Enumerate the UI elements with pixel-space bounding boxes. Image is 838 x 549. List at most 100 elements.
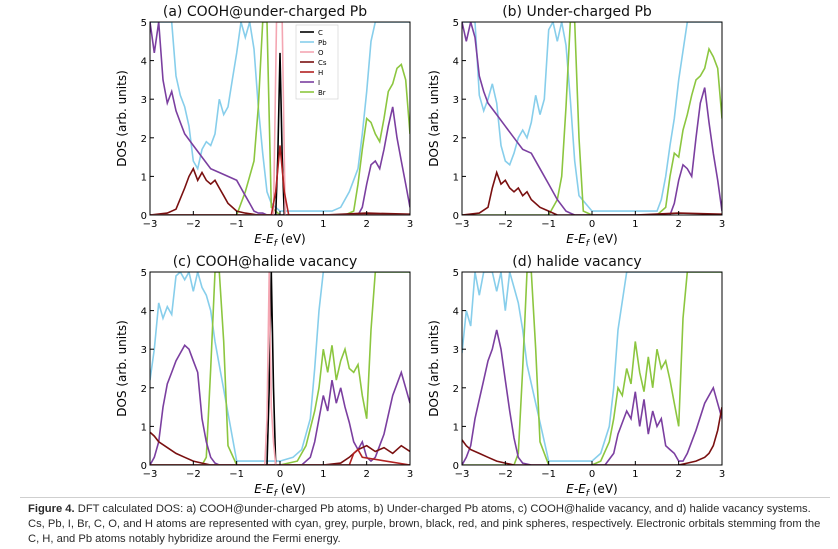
y-tick-label: 3	[453, 345, 459, 356]
series-line-cs	[462, 406, 722, 465]
legend-label: I	[318, 79, 320, 87]
series-line-o	[150, 272, 410, 465]
legend-label: C	[318, 29, 323, 37]
y-tick-label: 5	[453, 268, 459, 279]
x-axis-label: E-Ef (eV)	[254, 232, 305, 249]
chart-title: (c) COOH@halide vacancy	[172, 254, 358, 270]
series-line-h	[150, 145, 410, 215]
x-tick-label: 0	[589, 469, 595, 480]
y-tick-label: 1	[141, 172, 147, 183]
x-tick-label: 2	[675, 219, 681, 230]
series-line-br	[150, 272, 410, 465]
y-tick-label: 4	[453, 307, 459, 318]
x-tick-label: 0	[277, 219, 283, 230]
series-line-pb	[462, 22, 722, 212]
legend-label: O	[318, 49, 324, 57]
x-tick-label: 3	[407, 219, 413, 230]
x-tick-label: 2	[363, 219, 369, 230]
x-tick-label: −2	[498, 219, 513, 230]
y-tick-label: 1	[141, 422, 147, 433]
caption-label: Figure 4.	[28, 503, 75, 515]
y-tick-label: 5	[141, 268, 147, 279]
y-tick-label: 0	[141, 211, 147, 222]
x-tick-label: 1	[632, 219, 638, 230]
panel-b: (b) Under-charged Pb −3 −2 −1 0 1 2 3 0 1 2 3 4 5 E-E…	[422, 0, 732, 249]
y-tick-label: 2	[141, 134, 147, 145]
x-axis-label: E-Ef (eV)	[566, 482, 617, 499]
plot-frame	[149, 271, 411, 466]
plot-frame	[461, 271, 723, 466]
x-tick-label: 1	[632, 469, 638, 480]
chart-title: (a) COOH@under-charged Pb	[162, 4, 368, 20]
legend-label: H	[318, 69, 323, 77]
x-tick-label: 0	[589, 219, 595, 230]
dos-chart-d: −3 −2 −1 0 1 2 3 0 1 2 3 4 5 E-Ef (eV) DOS (arb. units…	[427, 268, 725, 499]
y-tick-label: 5	[453, 18, 459, 29]
y-tick-label: 0	[141, 461, 147, 472]
x-tick-label: −3	[143, 469, 158, 480]
dos-chart-a: −3 −2 −1 0 1 2 3 0 1 2 3 4 5 E-Ef (eV) DOS (arb. units…	[115, 18, 413, 249]
x-tick-label: −2	[186, 469, 201, 480]
x-tick-label: 1	[320, 469, 326, 480]
y-tick-label: 2	[141, 384, 147, 395]
y-tick-label: 2	[453, 134, 459, 145]
series-line-br	[462, 272, 722, 465]
series-line-c	[150, 52, 410, 215]
y-axis-label: DOS (arb. units)	[115, 320, 129, 417]
series-line-o	[150, 22, 410, 215]
caption-divider	[20, 497, 830, 498]
series-line-i	[462, 22, 722, 215]
x-tick-label: −3	[143, 219, 158, 230]
x-tick-label: −1	[229, 219, 244, 230]
series-line-i	[150, 344, 410, 465]
legend-label: Pb	[318, 39, 327, 47]
y-axis-label: DOS (arb. units)	[427, 320, 441, 417]
chart-title: (d) halide vacancy	[512, 254, 642, 270]
y-axis-label: DOS (arb. units)	[427, 70, 441, 167]
series-line-cs	[150, 166, 410, 215]
x-tick-label: −2	[498, 469, 513, 480]
x-tick-label: −1	[541, 219, 556, 230]
series-line-br	[150, 22, 410, 215]
x-tick-label: 3	[407, 469, 413, 480]
x-tick-label: −1	[541, 469, 556, 480]
legend-label: Br	[318, 89, 326, 97]
x-axis-label: E-Ef (eV)	[566, 232, 617, 249]
x-tick-label: −3	[455, 469, 470, 480]
panel-a: (a) COOH@under-charged Pb −3 −2 −1 0 1 2 3 0 1 2 3…	[110, 0, 420, 249]
x-tick-label: 0	[277, 469, 283, 480]
series-line-pb	[150, 22, 410, 212]
y-tick-label: 0	[453, 461, 459, 472]
x-tick-label: 1	[320, 219, 326, 230]
plot-frame	[149, 21, 411, 216]
y-tick-label: 0	[453, 211, 459, 222]
x-tick-label: 3	[719, 469, 725, 480]
y-tick-label: 5	[141, 18, 147, 29]
x-tick-label: 2	[363, 469, 369, 480]
legend-label: Cs	[318, 59, 327, 67]
y-tick-label: 3	[141, 95, 147, 106]
series-line-c	[150, 272, 410, 465]
x-axis-label: E-Ef (eV)	[254, 482, 305, 499]
series-line-pb	[462, 272, 722, 462]
y-tick-label: 2	[453, 384, 459, 395]
x-tick-label: −3	[455, 219, 470, 230]
dos-chart-b: −3 −2 −1 0 1 2 3 0 1 2 3 4 5 E-Ef (eV) DOS (arb. units…	[427, 18, 725, 249]
series-line-i	[462, 329, 722, 465]
y-tick-label: 4	[141, 307, 147, 318]
y-axis-label: DOS (arb. units)	[115, 70, 129, 167]
y-tick-label: 4	[453, 57, 459, 68]
chart-title: (b) Under-charged Pb	[502, 4, 652, 20]
series-line-i	[150, 22, 410, 215]
dos-chart-c: −3 −2 −1 0 1 2 3 0 1 2 3 4 5 E-Ef (eV) DOS (arb. units…	[115, 268, 413, 499]
series-line-cs	[462, 169, 722, 215]
x-tick-label: 3	[719, 219, 725, 230]
series-line-br	[462, 22, 722, 215]
figure-caption: Figure 4. DFT calculated DOS: a) COOH@un…	[28, 502, 828, 547]
panel-c: (c) COOH@halide vacancy −3 −2 −1 0 1 2 3 0 1 2 3 4 5…	[110, 250, 420, 499]
x-tick-label: −2	[186, 219, 201, 230]
y-tick-label: 1	[453, 422, 459, 433]
y-tick-label: 1	[453, 172, 459, 183]
x-tick-label: 2	[675, 469, 681, 480]
series-line-cs	[150, 431, 410, 465]
